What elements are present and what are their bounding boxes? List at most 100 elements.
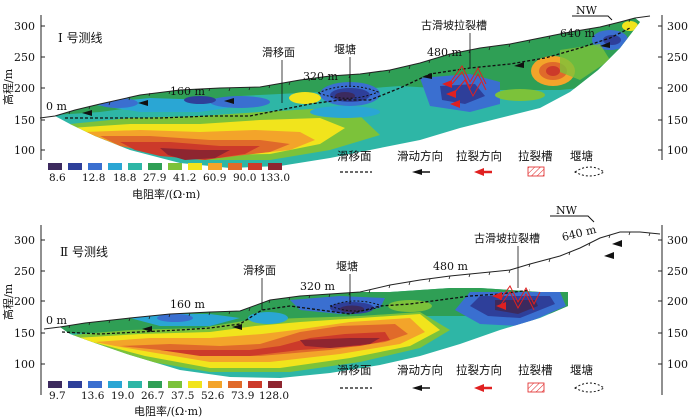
profile-2-left-tick-300: 300 (14, 234, 35, 247)
colorbar-value: 133.0 (260, 172, 290, 184)
colorbar-value: 13.6 (81, 390, 105, 402)
colorbar-value: 26.7 (141, 390, 164, 402)
profile-2-left-axis: 300 250 200 150 100 高程/m (1, 225, 45, 395)
slide-arrow (138, 100, 148, 106)
legend-trough: 拉裂槽 (518, 363, 553, 377)
profile-2-resistivity-section (60, 288, 568, 378)
profile-1-dist-0: 0 m (46, 100, 67, 113)
slide-arrow (82, 110, 92, 116)
profile-1-slide-arrows (82, 42, 610, 116)
profile-1-slip-label: 滑移面 (262, 46, 295, 59)
profile-1-left-axis: 300 250 200 150 100 高程/m (1, 15, 45, 160)
colorbar-value: 27.9 (143, 172, 166, 184)
profile-1-right-tick-300: 300 (667, 20, 688, 33)
slide-arrow (224, 98, 234, 104)
colorbar-value: 37.5 (171, 390, 194, 402)
profile-2-pull-arrows (492, 292, 506, 310)
legend-slide-direction: 滑动方向 (397, 363, 443, 377)
profile-1-left-tick-200: 200 (14, 82, 35, 95)
pull-arrow (446, 90, 456, 98)
profile-2-legend: 滑移面 滑动方向 拉裂方向 拉裂槽 堰塘 (337, 363, 605, 393)
profile-1-colorbar: 8.6 12.8 18.8 27.9 41.2 60.9 90.0 133.0 … (48, 163, 290, 201)
profile-1-dist-480: 480 m (427, 46, 462, 59)
profile-1-colorbar-swatches (48, 163, 282, 170)
profile-1-pull-arrows (442, 80, 460, 108)
profile-2-right-tick-100: 100 (667, 358, 688, 371)
profile-2-left-tick-200: 200 (14, 295, 35, 308)
legend-pull-direction: 拉裂方向 (456, 363, 502, 377)
profile-2-left-tick-100: 100 (14, 358, 35, 371)
profile-2: 300 250 200 150 100 高程/m 300 250 200 150… (1, 204, 688, 418)
slide-arrow (232, 324, 242, 330)
profile-2-slide-arrows (142, 240, 622, 332)
profile-1-left-tick-150: 150 (14, 114, 35, 127)
colorbar-value: 12.8 (82, 172, 105, 184)
legend-slide-direction: 滑动方向 (397, 149, 443, 163)
profile-2-title: Ⅱ 号测线 (60, 245, 108, 259)
legend-pond: 堰塘 (570, 363, 593, 377)
colorbar-value: 90.0 (233, 172, 256, 184)
profile-1-left-tick-250: 250 (14, 51, 35, 64)
profile-2-pond-label: 堰塘 (336, 259, 358, 273)
legend-trough: 拉裂槽 (518, 149, 553, 163)
slide-arrow (604, 252, 614, 259)
profile-2-right-axis: 300 250 200 150 100 (658, 225, 688, 395)
profile-1-pond-label: 堰塘 (334, 42, 356, 56)
profile-1-trough-label: 古滑坡拉裂槽 (421, 18, 487, 32)
slide-arrow (422, 73, 432, 79)
profile-2-colorbar-label: 电阻率/(Ω·m) (134, 404, 202, 418)
colorbar-value: 19.0 (111, 390, 134, 402)
profile-2-dist-320: 320 m (300, 280, 335, 293)
slide-arrow (514, 62, 524, 68)
profile-2-dist-640: 640 m (561, 223, 599, 244)
colorbar-value: 60.9 (203, 172, 226, 184)
colorbar-value: 18.8 (113, 172, 136, 184)
colorbar-value: 73.9 (231, 390, 254, 402)
profile-1: 300 250 200 150 100 高程/m 300 250 200 150… (1, 4, 688, 201)
profile-2-survey-ticks (68, 231, 651, 329)
profile-1-right-tick-200: 200 (667, 82, 688, 95)
profile-2-direction-label: NW (556, 204, 578, 217)
profile-1-right-axis: 300 250 200 150 100 (658, 15, 688, 160)
profile-2-dist-480: 480 m (433, 260, 468, 273)
slide-arrow (612, 240, 622, 247)
profile-1-right-tick-100: 100 (667, 144, 688, 157)
colorbar-value: 52.6 (201, 390, 225, 402)
profile-2-slip-label: 滑移面 (243, 264, 276, 277)
profile-2-right-tick-300: 300 (667, 234, 688, 247)
profile-1-title: Ⅰ 号测线 (58, 31, 103, 45)
legend-pull-direction: 拉裂方向 (456, 149, 502, 163)
profile-1-slip-surface (65, 27, 631, 119)
profile-2-right-tick-250: 250 (667, 265, 688, 278)
profile-2-left-tick-150: 150 (14, 327, 35, 340)
profile-1-direction-indicator: NW (572, 4, 613, 21)
profile-1-colorbar-label: 电阻率/(Ω·m) (132, 187, 200, 201)
profile-2-dist-160: 160 m (170, 298, 205, 311)
profile-1-dist-160: 160 m (170, 85, 205, 98)
profile-2-right-tick-150: 150 (667, 327, 688, 340)
profile-2-trough-label: 古滑坡拉裂槽 (474, 231, 540, 245)
profile-2-colorbar-swatches (48, 381, 282, 388)
profile-1-direction-label: NW (576, 4, 598, 17)
legend-slip-surface: 滑移面 (337, 149, 372, 163)
legend-pond: 堰塘 (570, 149, 593, 163)
legend-slip-surface: 滑移面 (337, 363, 372, 377)
pull-arrow (442, 80, 452, 88)
profile-2-trough (499, 285, 541, 311)
profile-2-left-tick-250: 250 (14, 265, 35, 278)
colorbar-value: 128.0 (259, 390, 289, 402)
pull-arrow (492, 292, 502, 300)
colorbar-value: 8.6 (49, 172, 66, 184)
profile-1-pond-outline (316, 85, 380, 99)
slide-arrow (142, 326, 152, 332)
profile-1-left-tick-300: 300 (14, 20, 35, 33)
profile-2-colorbar: 9.7 13.6 19.0 26.7 37.5 52.6 73.9 128.0 … (48, 381, 289, 418)
profile-1-survey-ticks (68, 18, 631, 115)
profile-1-right-tick-150: 150 (667, 114, 688, 127)
pull-arrow (450, 100, 460, 108)
profile-2-y-axis-label: 高程/m (1, 283, 15, 320)
colorbar-value: 9.7 (49, 390, 66, 402)
profile-2-pond-outline (328, 300, 384, 312)
profile-1-right-tick-250: 250 (667, 51, 688, 64)
